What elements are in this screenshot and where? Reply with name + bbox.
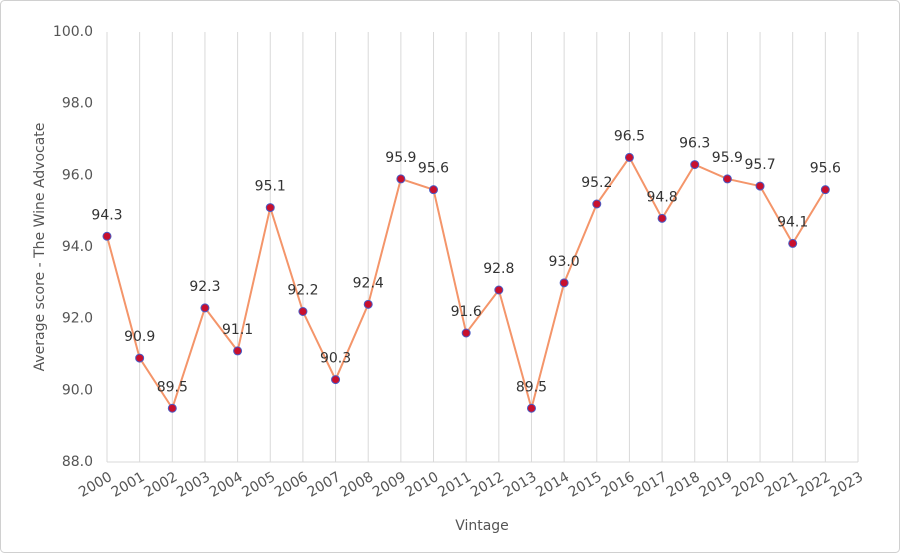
data-label: 90.9 [124, 329, 155, 345]
y-tick-label: 88.0 [62, 454, 93, 470]
data-label: 96.5 [614, 128, 645, 144]
y-tick-label: 100.0 [53, 24, 93, 40]
point [559, 278, 569, 288]
data-label: 95.9 [385, 150, 416, 166]
point [755, 181, 765, 191]
data-label: 94.3 [91, 207, 122, 223]
point [200, 303, 210, 313]
point [265, 203, 275, 213]
y-tick-label: 94.0 [62, 239, 93, 255]
data-label: 92.4 [353, 275, 384, 291]
point [233, 346, 243, 356]
y-tick-label: 96.0 [62, 167, 93, 183]
data-label: 95.1 [255, 179, 286, 195]
data-label: 91.6 [451, 304, 482, 320]
data-label: 92.3 [189, 279, 220, 295]
data-label: 93.0 [549, 254, 580, 270]
data-label: 94.8 [647, 189, 678, 205]
point [592, 199, 602, 209]
data-label: 95.6 [418, 161, 449, 177]
data-label: 92.2 [287, 283, 318, 299]
y-tick-label: 92.0 [62, 311, 93, 327]
point [788, 238, 798, 248]
data-label: 95.7 [744, 157, 775, 173]
point [167, 403, 177, 413]
y-tick-label: 90.0 [62, 382, 93, 398]
y-tick-label: 98.0 [62, 96, 93, 112]
point [494, 285, 504, 295]
point [363, 299, 373, 309]
point [820, 185, 830, 195]
point [526, 403, 536, 413]
data-label: 95.9 [712, 150, 743, 166]
point [396, 174, 406, 184]
data-label: 92.8 [483, 261, 514, 277]
data-label: 96.3 [679, 136, 710, 152]
point [657, 213, 667, 223]
point [690, 160, 700, 170]
data-label: 95.6 [810, 161, 841, 177]
data-label: 89.5 [516, 379, 547, 395]
point [331, 375, 341, 385]
point [624, 152, 634, 162]
point [102, 231, 112, 241]
point [429, 185, 439, 195]
y-axis-label: Average score - The Wine Advocate [32, 123, 48, 372]
point [722, 174, 732, 184]
data-label: 95.2 [581, 175, 612, 191]
point [135, 353, 145, 363]
point [298, 307, 308, 316]
data-label: 89.5 [157, 379, 188, 395]
data-label: 94.1 [777, 214, 808, 230]
data-label: 91.1 [222, 322, 253, 338]
x-axis-label: Vintage [455, 518, 509, 534]
point [461, 328, 471, 338]
data-label: 90.3 [320, 351, 351, 367]
